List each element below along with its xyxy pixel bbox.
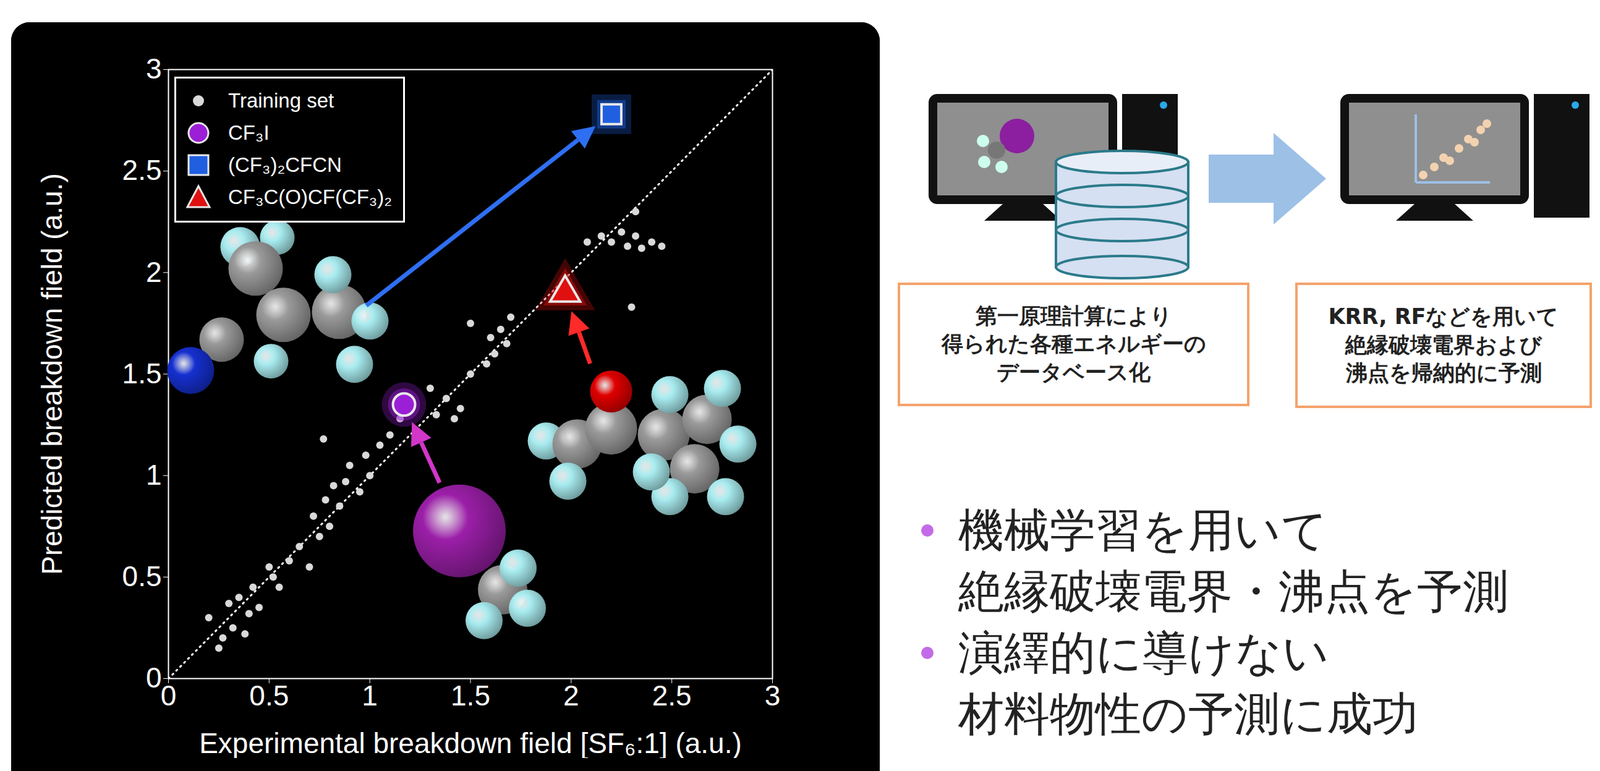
svg-text:3: 3 bbox=[764, 679, 781, 712]
html-text:演繹的に導けない: 演繹的に導けない bbox=[958, 625, 1330, 679]
html-text:CF₃C(O)CF(CF₃)₂: CF₃C(O)CF(CF₃)₂ bbox=[228, 185, 393, 209]
svg-text:0.5: 0.5 bbox=[122, 560, 162, 593]
html-text:(CF₃)₂CFCN: (CF₃)₂CFCN bbox=[228, 153, 342, 177]
svg-text:0.5: 0.5 bbox=[249, 679, 289, 712]
svg-text:0: 0 bbox=[145, 661, 162, 694]
svg-text:Predicted breakdown field (a.u: Predicted breakdown field (a.u.) bbox=[35, 173, 69, 575]
html-text:得られた各種エネルギーの: 得られた各種エネルギーの bbox=[941, 331, 1206, 357]
svg-text:1.5: 1.5 bbox=[122, 357, 162, 390]
svg-text:1: 1 bbox=[361, 679, 378, 712]
svg-text:2: 2 bbox=[563, 679, 580, 712]
html-text:絶縁破壊電界・沸点を予測: 絶縁破壊電界・沸点を予測 bbox=[958, 564, 1509, 618]
svg-text:2: 2 bbox=[145, 255, 162, 289]
html-text:KRR, RFなどを用いて: KRR, RFなどを用いて bbox=[1328, 304, 1559, 330]
svg-text:0: 0 bbox=[160, 679, 177, 712]
html-text:機械学習を用いて: 機械学習を用いて bbox=[958, 503, 1328, 557]
html-text:沸点を帰納的に予測: 沸点を帰納的に予測 bbox=[1345, 360, 1542, 386]
svg-text:Experimental breakdown field [: Experimental breakdown field [SF₆:1] (a.… bbox=[199, 727, 742, 759]
html-text:材料物性の予測に成功: 材料物性の予測に成功 bbox=[958, 686, 1419, 741]
svg-text:2.5: 2.5 bbox=[652, 679, 692, 712]
svg-text:1.5: 1.5 bbox=[450, 679, 491, 712]
html-text:Training set: Training set bbox=[228, 89, 334, 112]
html-text:絶縁破壊電界および: 絶縁破壊電界および bbox=[1345, 332, 1542, 358]
svg-text:1: 1 bbox=[145, 458, 162, 491]
html-text:データベース化: データベース化 bbox=[996, 359, 1151, 385]
html-text:CF₃I: CF₃I bbox=[228, 121, 270, 145]
html-text:第一原理計算により: 第一原理計算により bbox=[975, 303, 1172, 329]
svg-text:3: 3 bbox=[145, 52, 162, 85]
svg-text:2.5: 2.5 bbox=[122, 153, 162, 187]
